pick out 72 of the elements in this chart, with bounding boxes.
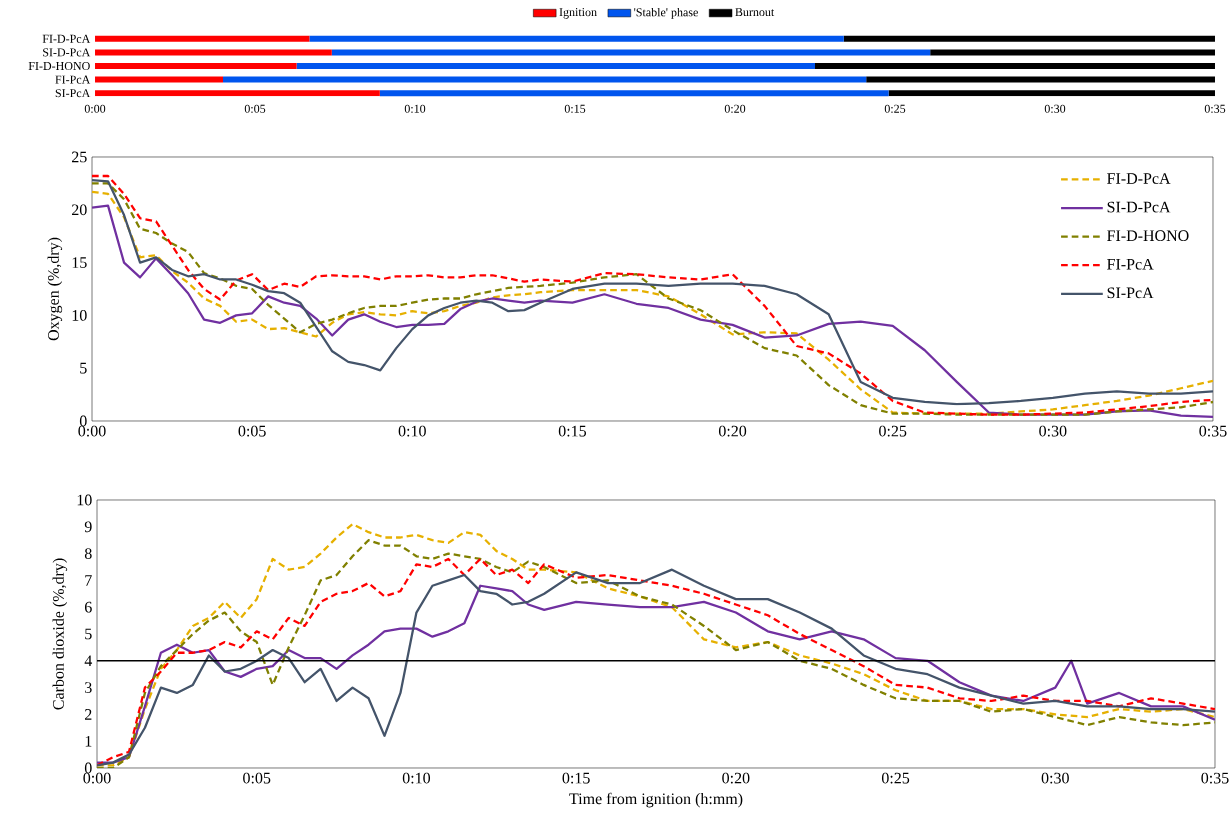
bar <box>223 76 867 83</box>
bar <box>930 49 1215 56</box>
y-tick-label: 5 <box>80 362 87 374</box>
legend-label: FI-PcA <box>1107 258 1154 270</box>
y-tick-label: 9 <box>84 521 92 533</box>
x-tick-label: 0:15 <box>564 104 586 113</box>
y-tick-label: 3 <box>85 682 92 693</box>
x-tick-label: 0:35 <box>1204 104 1226 113</box>
x-tick-label: 0:30 <box>1039 425 1067 437</box>
y-tick-label: 20 <box>72 204 87 216</box>
bar <box>95 62 297 69</box>
x-tick-label: 0:25 <box>879 425 907 437</box>
bar <box>815 62 1215 69</box>
y-tick-label: FI-PcA <box>55 75 91 84</box>
bar <box>888 90 1215 97</box>
y-tick-label: 2 <box>85 709 92 720</box>
bar <box>866 76 1215 83</box>
bar <box>95 90 380 97</box>
x-tick-label: 0:15 <box>558 425 587 437</box>
y-tick-label: 7 <box>85 575 92 586</box>
y-tick-label: 15 <box>72 257 87 268</box>
y-axis-title: Oxygen (%,dry) <box>47 237 63 341</box>
bar <box>95 35 310 42</box>
x-tick-label: 0:15 <box>562 772 590 784</box>
legend-label: Burnout <box>735 8 775 17</box>
y-tick-label: 1 <box>85 735 92 747</box>
x-tick-label: 0:00 <box>78 425 106 437</box>
y-tick-label: FI-D-PcA <box>42 34 91 43</box>
legend-label: SI-D-PcA <box>1107 201 1171 213</box>
x-tick-label: 0:30 <box>1041 772 1069 784</box>
y-tick-label: SI-D-PcA <box>43 48 91 57</box>
y-tick-label: 6 <box>84 601 92 613</box>
legend-label: 'Stable' phase <box>634 7 698 19</box>
x-tick-label: 0:00 <box>83 772 111 784</box>
y-tick-label: 5 <box>85 628 92 640</box>
x-tick-label: 0:35 <box>1201 772 1229 784</box>
y-tick-label: 0 <box>79 415 87 427</box>
bar <box>843 35 1215 42</box>
bar <box>309 35 844 42</box>
y-tick-label: 0 <box>84 762 92 774</box>
x-tick-label: 0:25 <box>881 772 910 784</box>
x-tick-label: 0:20 <box>718 425 747 437</box>
y-tick-label: 10 <box>77 494 92 506</box>
x-tick-label: 0:10 <box>404 104 426 113</box>
x-tick-label: 0:05 <box>238 425 266 437</box>
y-tick-label: 25 <box>72 151 87 163</box>
x-tick-label: 0:30 <box>1044 104 1066 113</box>
x-tick-label: 0:20 <box>722 772 750 784</box>
legend-label: FI-D-PcA <box>1107 173 1171 184</box>
x-tick-label: 0:05 <box>244 104 266 113</box>
legend-label: FI-D-HONO <box>1107 230 1189 242</box>
x-tick-label: 0:20 <box>724 104 746 113</box>
legend-label: SI-PcA <box>1107 287 1154 299</box>
bar <box>95 49 332 56</box>
x-tick-label: 0:25 <box>884 104 906 113</box>
x-tick-label: 0:35 <box>1199 425 1227 437</box>
bar <box>331 49 931 56</box>
x-tick-label: 0:10 <box>402 772 431 784</box>
y-tick-label: SI-PcA <box>55 89 91 98</box>
legend-label: Ignition <box>559 8 597 19</box>
x-tick-label: 0:00 <box>84 104 106 113</box>
x-axis-title: Time from ignition (h:mm) <box>569 792 743 808</box>
bar <box>296 62 815 69</box>
y-tick-label: 8 <box>84 548 92 559</box>
y-tick-label: FI-D-HONO <box>28 61 90 71</box>
y-tick-label: 10 <box>72 309 87 321</box>
bar <box>379 90 889 97</box>
y-axis-title: Carbon dioxide (%,dry) <box>52 558 68 710</box>
x-tick-label: 0:05 <box>243 772 271 784</box>
bar <box>95 76 224 83</box>
y-tick-label: 4 <box>84 655 93 667</box>
x-tick-label: 0:10 <box>398 425 426 437</box>
